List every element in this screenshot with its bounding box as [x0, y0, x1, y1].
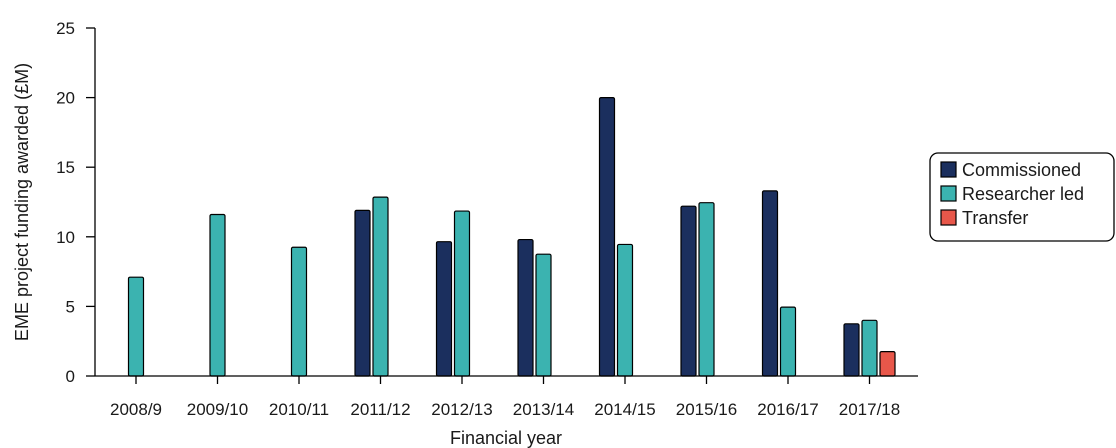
bar — [761, 190, 779, 377]
bars-layer — [127, 96, 896, 377]
bar — [290, 246, 308, 377]
x-tick-label: 2009/10 — [187, 400, 248, 419]
x-tick-label: 2014/15 — [594, 400, 655, 419]
x-tick-label: 2013/14 — [513, 400, 574, 419]
axes-layer — [94, 28, 918, 377]
legend-label: Commissioned — [962, 160, 1081, 180]
bar — [843, 323, 860, 377]
y-ticks-layer: 0 5 10 15 20 25 — [56, 19, 95, 386]
x-axis-title: Financial year — [450, 428, 562, 448]
y-tick-label: 0 — [66, 367, 75, 386]
x-tick-label: 2017/18 — [839, 400, 900, 419]
x-tick-label: 2011/12 — [350, 400, 410, 419]
x-tick-label: 2008/9 — [110, 400, 162, 419]
y-tick-label: 25 — [56, 19, 75, 38]
bar — [517, 238, 534, 377]
bar — [354, 209, 371, 377]
bar — [861, 319, 878, 377]
y-tick-label: 15 — [56, 158, 75, 177]
legend-label: Transfer — [962, 208, 1028, 228]
bar — [616, 243, 634, 377]
y-tick-label: 5 — [66, 297, 75, 316]
y-axis-title: EME project funding awarded (£M) — [12, 63, 32, 341]
legend: Commissioned Researcher led Transfer — [929, 152, 1115, 242]
bar — [453, 210, 471, 377]
x-tick-label: 2012/13 — [431, 400, 492, 419]
bar — [435, 241, 453, 377]
bar — [779, 306, 797, 377]
legend-label: Researcher led — [962, 184, 1084, 204]
bar — [598, 96, 616, 377]
legend-swatch — [940, 161, 957, 178]
legend-box — [929, 152, 1115, 242]
y-tick-label: 10 — [56, 228, 75, 247]
bar — [209, 213, 226, 377]
x-tick-label: 2010/11 — [269, 400, 329, 419]
bar — [680, 205, 697, 377]
y-tick-label: 20 — [56, 89, 75, 108]
bar — [535, 253, 552, 377]
x-tick-label: 2016/17 — [757, 400, 818, 419]
bar — [127, 276, 145, 377]
legend-swatch — [940, 185, 957, 202]
x-tick-label: 2015/16 — [676, 400, 737, 419]
legend-swatch — [940, 209, 957, 226]
bar — [372, 196, 389, 377]
bar — [879, 351, 896, 377]
bar — [698, 202, 715, 377]
x-ticks-layer: 2008/9 2009/10 2010/11 2011/12 2012/13 2013/1… — [110, 376, 900, 419]
